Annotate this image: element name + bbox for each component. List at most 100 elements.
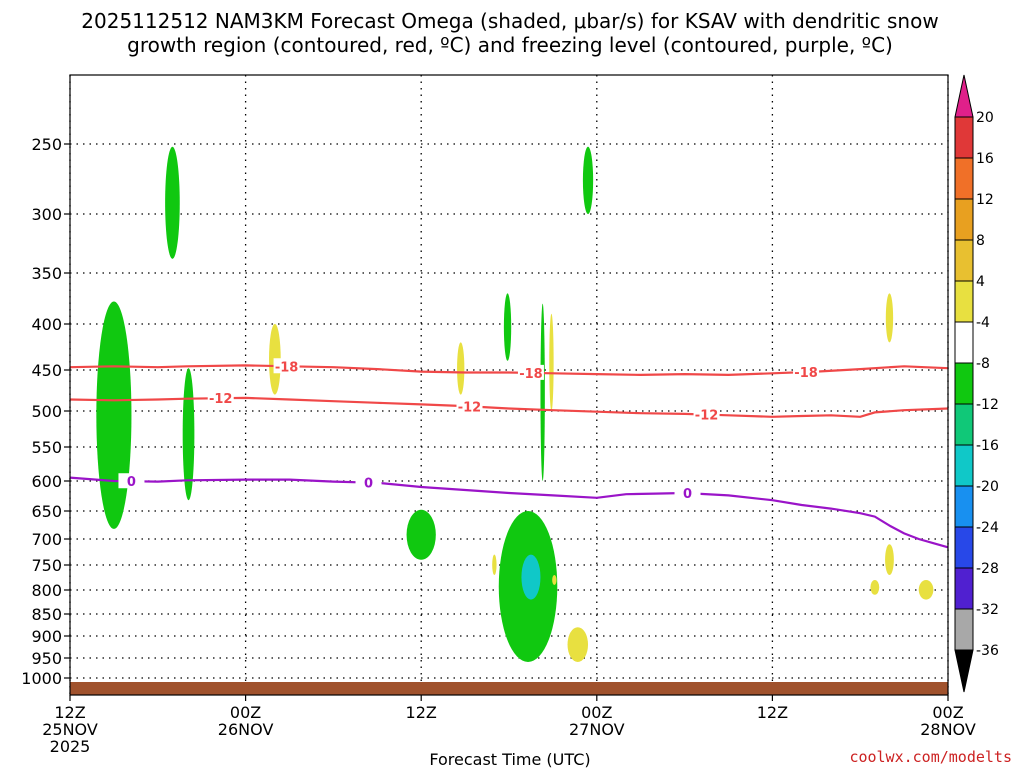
omega-yellow-g	[885, 293, 894, 343]
colorbar-label: -20	[976, 479, 999, 495]
contour-label-bg	[207, 390, 234, 406]
contour-label-bg	[793, 364, 820, 380]
omega-yellow-e	[492, 554, 497, 575]
colorbar-label: 8	[976, 233, 985, 249]
colorbar-label: -28	[976, 561, 999, 577]
colorbar-label: 20	[976, 110, 994, 126]
y-tick-label: 300	[31, 205, 62, 224]
colorbar-label: -12	[976, 397, 999, 413]
colorbar-swatch	[954, 526, 974, 569]
y-tick-label: 600	[31, 472, 62, 491]
colorbar-swatch	[954, 157, 974, 200]
x-tick-label: 00Z	[932, 703, 963, 722]
x-tick-label: 00Z	[230, 703, 261, 722]
frame-border	[69, 74, 949, 696]
x-tick-date: 25NOV	[42, 720, 98, 739]
chart-title: 2025112512 NAM3KM Forecast Omega (shaded…	[81, 9, 938, 57]
omega-yellow-f	[552, 575, 557, 585]
omega-green-d	[406, 509, 436, 560]
y-tick-label: 800	[31, 581, 62, 600]
contour-label-bg	[517, 364, 544, 380]
omega-yellow-b	[457, 342, 465, 395]
omega-green-column-b	[165, 146, 180, 259]
colorbar-swatch	[954, 239, 974, 282]
colorbar-swatch	[954, 444, 974, 487]
contour-label-bg	[273, 358, 300, 374]
omega-yellow-d	[567, 627, 589, 662]
ground-strip	[70, 682, 948, 695]
x-tick-date: 27NOV	[569, 720, 625, 739]
x-axis-label: Forecast Time (UTC)	[429, 750, 590, 768]
contour-label: -12	[695, 409, 719, 424]
colorbar-top-arrow	[954, 74, 974, 118]
colorbar-label: -32	[976, 602, 999, 618]
contour-label-bg	[118, 473, 145, 489]
colorbar-swatch	[954, 116, 974, 159]
y-tick-label: 650	[31, 502, 62, 521]
colorbar-swatch	[954, 362, 974, 405]
colorbar-label: -16	[976, 438, 999, 454]
omega-green-column-a	[96, 301, 132, 529]
y-tick-label: 750	[31, 556, 62, 575]
contour-label-bg	[456, 398, 483, 414]
omega-green-column-c	[182, 368, 195, 501]
contour-label: -18	[794, 366, 818, 381]
colorbar-label: -24	[976, 520, 999, 536]
colorbar-swatch	[954, 321, 974, 364]
y-tick-label: 950	[31, 649, 62, 668]
contour-label-bg	[355, 474, 382, 490]
colorbar-swatch	[954, 608, 974, 651]
omega-teal-core	[521, 554, 541, 600]
y-tick-label: 400	[31, 315, 62, 334]
colorbar-label: 12	[976, 192, 994, 208]
contour-label: -18	[275, 360, 299, 375]
chart-title-line2: growth region (contoured, red, ºC) and f…	[127, 33, 893, 57]
x-tick-label: 12Z	[54, 703, 85, 722]
x-tick-date: 28NOV	[920, 720, 976, 739]
ground-fill	[70, 682, 948, 695]
y-tick-label: 900	[31, 627, 62, 646]
colorbar-label: 4	[976, 274, 985, 290]
colorbar-swatch	[954, 198, 974, 241]
y-tick-label: 250	[31, 135, 62, 154]
colorbar-label: 16	[976, 151, 994, 167]
y-tick-label: 450	[31, 361, 62, 380]
y-tick-label: 700	[31, 530, 62, 549]
chart-title-line1: 2025112512 NAM3KM Forecast Omega (shaded…	[81, 9, 938, 33]
y-tick-label: 550	[31, 438, 62, 457]
omega-green-f	[540, 303, 545, 481]
omega-yellow-c	[549, 313, 554, 411]
colorbar-label: -4	[976, 315, 990, 331]
y-tick-label: 500	[31, 402, 62, 421]
y-axis: 250 300 350 400 450 500 550 600 650 700 750 800 850 9…	[21, 135, 70, 688]
colorbar: 20 16 12 8 4 -4 -8 -12 -16 -20 -24 -28 -32 -36	[954, 74, 999, 693]
colorbar-label: -36	[976, 643, 999, 659]
contour-label: 0	[127, 475, 136, 490]
contour-label-bg	[674, 485, 701, 501]
colorbar-swatch	[954, 485, 974, 528]
contour-label: -12	[209, 392, 233, 407]
colorbar-swatch	[954, 403, 974, 446]
colorbar-label: -8	[976, 356, 990, 372]
contour-lines: -18 -18 -18 -12 -12 -12 0 0 0	[69, 358, 949, 549]
plot-frame	[69, 74, 949, 696]
colorbar-swatch	[954, 567, 974, 610]
contour-label: 0	[683, 487, 692, 502]
colorbar-bottom-arrow	[954, 649, 974, 693]
y-tick-label: 850	[31, 605, 62, 624]
contour-label: -18	[519, 367, 543, 382]
omega-yellow-j	[918, 580, 934, 600]
omega-shading	[96, 146, 934, 662]
contour-label-bg	[693, 406, 720, 422]
x-tick-label: 00Z	[581, 703, 612, 722]
colorbar-swatch	[954, 280, 974, 323]
omega-green-g	[582, 146, 594, 214]
contour-label: -12	[458, 400, 482, 415]
x-tick-year: 2025	[50, 737, 91, 756]
y-tick-label: 350	[31, 264, 62, 283]
omega-yellow-h	[885, 544, 894, 575]
x-tick-label: 12Z	[757, 703, 788, 722]
x-tick-label: 12Z	[406, 703, 437, 722]
